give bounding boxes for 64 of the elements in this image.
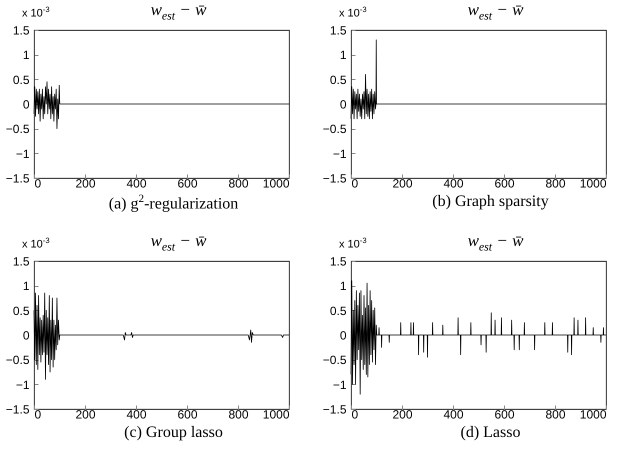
x-tick-label: 200 [392,408,413,422]
x-axis-title: (c) Group lasso [123,424,224,442]
x-tick-label: 1000 [580,408,607,422]
y-tick-label: −0.5 [322,122,347,136]
x-tick-label: 600 [494,176,515,190]
x-tick-label: 200 [75,176,96,190]
x-tick-label: 600 [177,176,198,190]
y-tick-label: −1 [332,146,347,161]
y-tick-label: 0 [22,98,30,112]
chart-title: w$_{est}$ − w̄ [150,231,206,254]
chart-title: w$_{est}$ − w̄ [468,231,524,254]
x-tick-label: 1000 [262,176,290,190]
y-tick-label: 0 [340,328,347,342]
y-tick-label: 1 [340,279,347,294]
x-tick-label: 800 [228,176,249,190]
x-axis-title: (b) Graph sparsity [431,193,550,211]
y-tick-label: 0.5 [330,72,347,87]
y-tick-label: 1 [22,48,30,62]
text: x 10$^{-3}$ [339,5,367,20]
y-tick-label: −1.5 [322,172,347,186]
x-tick-label: 400 [443,176,464,190]
x-tick-label: 200 [392,176,413,190]
x-tick-label: 1000 [262,408,290,422]
text: x 10$^{-3}$ [22,236,50,251]
x-tick-label: 0 [352,408,358,422]
y-tick-label: 0.5 [12,304,30,318]
y-tick-label: 1 [22,279,30,294]
y-tick-label: −1 [16,146,30,161]
chart-title: w$_{est}$ − w̄ [150,0,206,22]
y-tick-label: −0.5 [322,353,347,368]
y-tick-label: −1.5 [322,402,347,416]
x-axis-title: (d) Lasso [460,424,522,442]
chart-title: w$_{est}$ − w̄ [468,0,524,22]
x-tick-label: 200 [75,408,96,422]
y-tick-label: −1.5 [6,402,30,416]
y-tick-label: 0 [340,98,347,112]
y-tick-label: 0.5 [12,72,30,87]
x-tick-label: 0 [34,176,42,190]
x-tick-label: 600 [494,408,515,422]
x-tick-label: 800 [545,176,566,190]
x-tick-label: 600 [177,408,198,422]
x-tick-label: 400 [126,408,147,422]
x-tick-label: 400 [126,176,147,190]
y-tick-label: −1 [332,378,347,392]
x-tick-label: 400 [443,408,464,422]
text: x 10$^{-3}$ [22,5,50,20]
text: x 10$^{-3}$ [339,236,367,251]
x-tick-label: 800 [228,408,249,422]
x-tick-label: 0 [352,176,358,190]
x-tick-label: 800 [545,408,566,422]
x-tick-label: 0 [34,408,42,422]
y-tick-label: 1 [340,48,347,62]
y-tick-label: −1 [16,378,30,392]
x-tick-label: 1000 [580,176,607,190]
y-tick-label: −0.5 [6,353,30,368]
y-tick-label: 0 [22,328,30,342]
y-tick-label: 1.5 [12,24,30,38]
y-tick-label: 0.5 [330,304,347,318]
y-tick-label: −0.5 [6,122,30,136]
y-tick-label: −1.5 [6,172,30,186]
x-axis-title: (a) g$^{2}$-regularization [108,193,240,214]
y-tick-label: 1.5 [330,24,347,38]
y-tick-label: 1.5 [330,254,347,268]
y-tick-label: 1.5 [12,254,30,268]
